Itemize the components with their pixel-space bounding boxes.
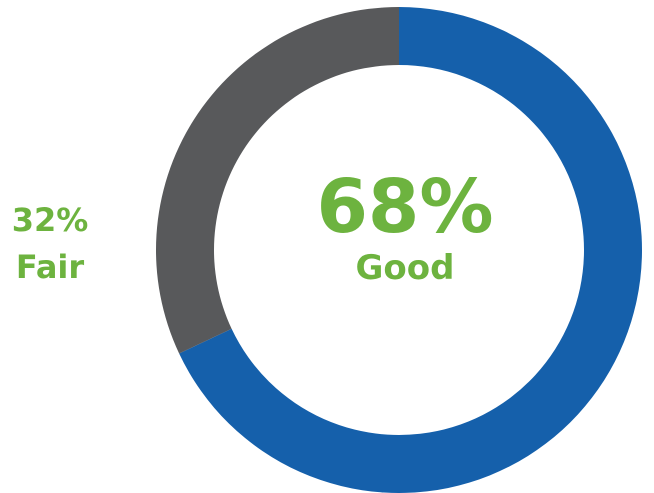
center-category-label: Good: [356, 248, 455, 288]
outside-value-label: 32%: [12, 201, 89, 239]
slices-layer: [155, 7, 642, 493]
outside-category-label: Fair: [16, 248, 85, 286]
center-value-label: 68%: [316, 164, 493, 250]
donut-slice-fair: [155, 7, 399, 354]
